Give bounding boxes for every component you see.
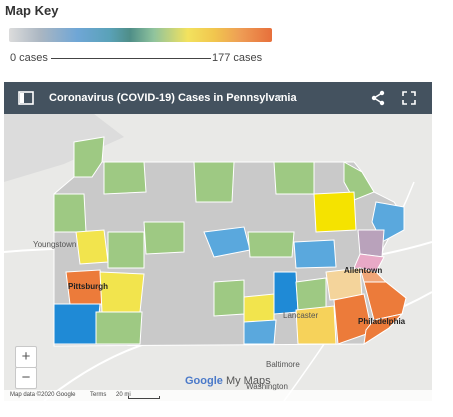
scale-bar — [128, 396, 160, 399]
county — [273, 161, 315, 195]
zoom-in-button[interactable]: + — [15, 346, 37, 368]
county — [243, 319, 277, 345]
county — [103, 161, 147, 195]
my-maps-text: My Maps — [225, 375, 271, 387]
fullscreen-icon[interactable] — [401, 90, 417, 106]
lake-erie — [4, 114, 124, 182]
county — [243, 293, 275, 323]
county — [143, 221, 185, 255]
pennsylvania-counties — [53, 136, 407, 347]
county — [53, 193, 87, 233]
county — [75, 229, 109, 265]
zoom-out-button[interactable]: − — [15, 367, 37, 389]
county — [99, 271, 145, 313]
county — [107, 231, 145, 269]
scale-label: 20 mi — [116, 392, 131, 398]
county — [247, 231, 295, 258]
county — [295, 277, 327, 311]
map-header: Coronavirus (COVID-19) Cases in Pennsylv… — [4, 82, 432, 114]
terms-link[interactable]: Terms — [90, 392, 107, 398]
place-label-pittsburgh: Pittsburgh — [68, 282, 108, 291]
county — [357, 229, 385, 258]
county — [53, 303, 101, 345]
county — [73, 136, 105, 178]
sidebar-toggle-icon[interactable] — [18, 90, 34, 106]
map-key-min-label: 0 cases — [10, 52, 48, 64]
map-key-title: Map Key — [5, 3, 59, 18]
place-label-youngstown: Youngstown — [33, 240, 77, 249]
chevron-down-icon[interactable]: ▾ — [277, 92, 282, 102]
place-label-lancaster: Lancaster — [283, 311, 319, 320]
county — [343, 161, 375, 201]
county-lancaster — [295, 305, 337, 345]
map-key-max-label: 177 cases — [212, 52, 263, 64]
embedded-map[interactable]: Coronavirus (COVID-19) Cases in Pennsylv… — [4, 82, 432, 401]
map-canvas[interactable] — [4, 82, 432, 401]
county — [293, 239, 337, 269]
place-label-baltimore: Baltimore — [266, 360, 300, 369]
county — [213, 279, 245, 317]
share-icon[interactable] — [370, 90, 386, 106]
place-label-allentown: Allentown — [344, 266, 383, 275]
map-key-gradient-bar — [9, 28, 272, 42]
map-footer: Map data ©2020 Google Terms 20 mi — [4, 390, 432, 401]
google-my-maps-logo: Google My Maps — [185, 375, 271, 387]
county — [363, 313, 404, 346]
county — [95, 311, 143, 345]
county — [359, 267, 388, 283]
place-label-philadelphia: Philadelphia — [358, 317, 406, 326]
google-logo-text: Google — [185, 375, 223, 387]
county — [273, 271, 299, 315]
county — [193, 161, 235, 203]
map-key-range-line — [51, 58, 211, 59]
map-title: Coronavirus (COVID-19) Cases in Pennsylv… — [49, 92, 297, 104]
county — [313, 191, 357, 233]
map-data-credit: Map data ©2020 Google — [10, 392, 76, 398]
place-label-washington: Washington — [246, 382, 288, 391]
